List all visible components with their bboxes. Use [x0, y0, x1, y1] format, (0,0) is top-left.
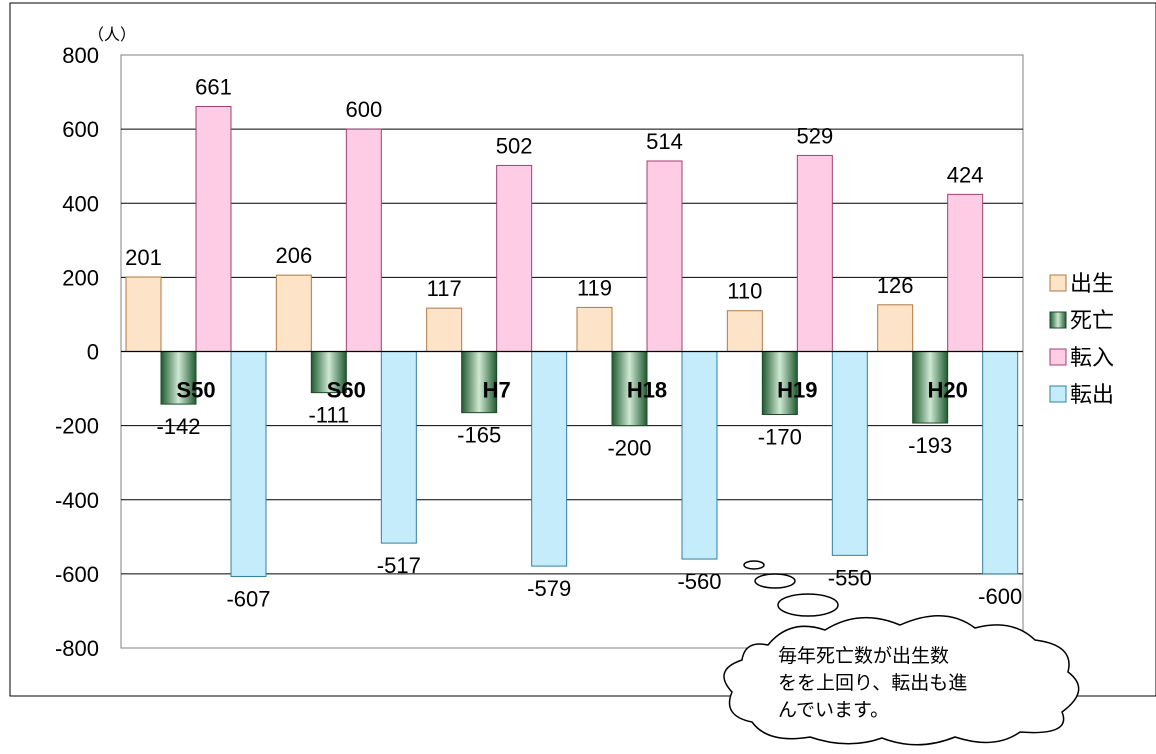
bar-転入-H19	[796, 154, 833, 352]
annotation-line-2: をを上回り、転出も進	[778, 672, 967, 694]
bar-転出-H7	[531, 351, 568, 567]
bar-死亡-S50	[160, 351, 197, 405]
bar-出生-H20	[877, 304, 914, 352]
bar-転入-H7	[496, 164, 533, 352]
y-tick-label: 400	[62, 191, 99, 216]
category-label: S50	[176, 378, 215, 403]
legend-label: 出生	[1070, 271, 1114, 296]
data-label: 600	[345, 97, 382, 122]
bar-死亡-S60	[310, 351, 347, 394]
category-label: H20	[927, 378, 967, 403]
data-label: -142	[156, 414, 200, 439]
legend-swatch	[1049, 311, 1067, 329]
data-label: -111	[308, 403, 349, 428]
bar-転入-S60	[345, 128, 382, 352]
annotation-line-3: んでいます。	[778, 700, 889, 721]
bar-死亡-H20	[912, 351, 949, 424]
y-tick-label: -400	[55, 488, 99, 513]
y-axis-ticks: 800 600 400 200 0 -200 -400 -600 -800	[55, 43, 99, 661]
legend-label: 転入	[1070, 345, 1114, 370]
grid-lines	[121, 128, 1023, 575]
category-label: H7	[483, 378, 511, 403]
bar-転出-H20	[982, 351, 1019, 575]
data-label: 529	[796, 123, 833, 148]
bar-転入-H18	[646, 160, 683, 352]
data-label: 201	[125, 245, 162, 270]
category-labels: S50 S60 H7 H18 H19 H20	[176, 378, 967, 403]
callout-dot-large	[777, 593, 839, 617]
data-label: -517	[377, 553, 421, 578]
annotation-callout: 毎年死亡数が出生数 をを上回り、転出も進 んでいます。	[723, 560, 1080, 746]
data-label: 119	[577, 275, 612, 300]
callout-dot-medium	[754, 573, 796, 589]
data-label: 424	[947, 162, 984, 187]
bar-転入-H20	[947, 193, 984, 352]
legend-swatch	[1049, 274, 1067, 292]
bar-転出-H19	[831, 351, 868, 556]
annotation-line-1: 毎年死亡数が出生数	[778, 645, 949, 667]
bar-転出-S50	[230, 351, 267, 577]
bar-出生-H19	[726, 310, 763, 353]
bar-出生-S50	[125, 276, 162, 352]
data-label: 661	[195, 75, 232, 100]
data-label: -200	[607, 436, 651, 461]
callout-cloud	[723, 615, 1080, 746]
data-label: 514	[646, 129, 683, 154]
y-tick-label: -800	[55, 636, 99, 661]
legend-swatch	[1049, 385, 1067, 403]
data-label: 117	[427, 276, 462, 301]
y-axis-unit-label: （人）	[88, 26, 136, 44]
data-labels: 201 -142 661 -607 206 -111 600 -517 117 -165 502 -5…	[125, 75, 1022, 612]
category-label: S60	[327, 378, 366, 403]
data-label: -607	[226, 586, 270, 611]
legend-swatch	[1049, 348, 1067, 366]
y-tick-label: 200	[62, 265, 99, 290]
callout-dot-small	[743, 560, 765, 570]
bar-転出-H18	[681, 351, 718, 560]
data-label: -165	[457, 423, 501, 448]
bar-series	[125, 106, 1019, 577]
data-label: -579	[527, 576, 571, 601]
bar-転出-S60	[380, 351, 417, 544]
bar-出生-H7	[426, 307, 463, 352]
data-label: -560	[677, 569, 721, 594]
legend-label: 死亡	[1070, 308, 1114, 333]
y-tick-label: 0	[87, 340, 99, 365]
category-label: H19	[777, 378, 817, 403]
data-label: 502	[496, 133, 533, 158]
y-tick-label: -200	[55, 414, 99, 439]
category-label: H18	[627, 378, 667, 403]
bar-死亡-H18	[611, 351, 648, 427]
y-tick-label: 800	[62, 43, 99, 68]
data-label: 126	[877, 273, 914, 298]
bar-転入-S50	[195, 106, 232, 352]
bar-出生-H18	[576, 306, 613, 353]
data-label: 110	[727, 279, 762, 304]
data-label: -600	[978, 584, 1022, 609]
bar-出生-S60	[275, 274, 312, 352]
data-label: -170	[758, 425, 802, 450]
y-tick-label: -600	[55, 562, 99, 587]
data-label: -550	[828, 565, 872, 590]
bar-死亡-H7	[461, 351, 498, 414]
bar-死亡-H19	[761, 351, 798, 416]
y-tick-label: 600	[62, 117, 99, 142]
data-label: 206	[275, 243, 312, 268]
data-label: -193	[908, 433, 952, 458]
legend-label: 転出	[1070, 382, 1114, 407]
